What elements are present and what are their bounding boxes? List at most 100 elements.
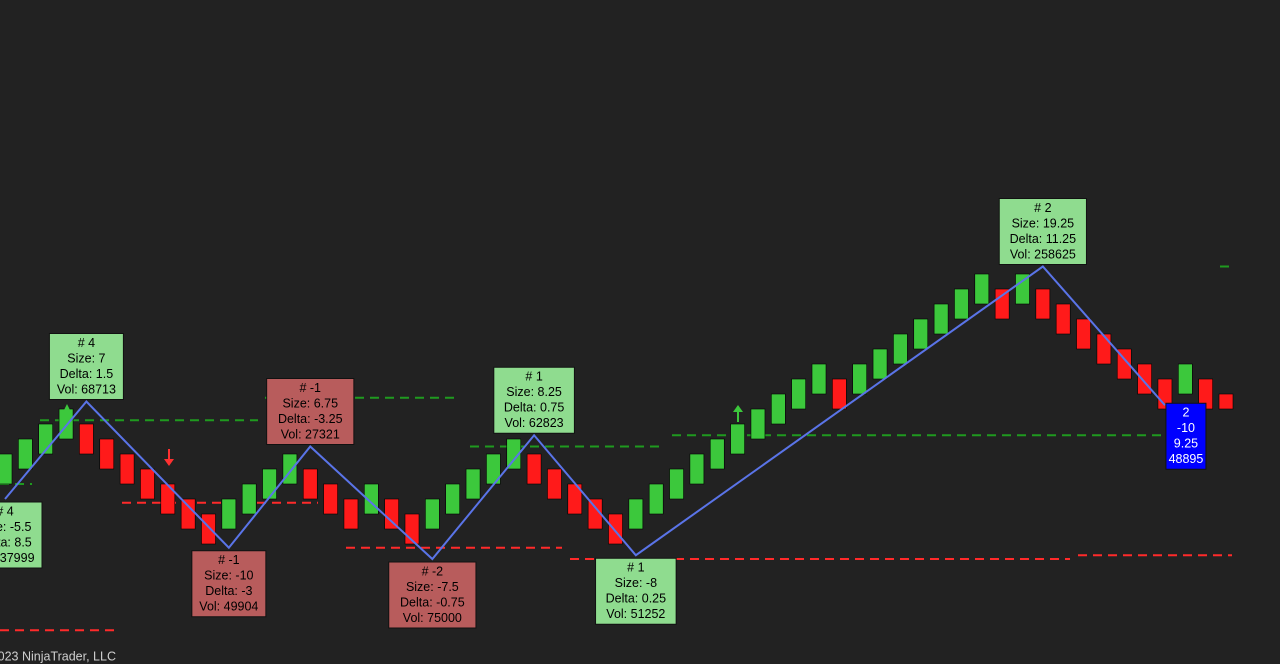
annotation-box [48,333,124,400]
candle-body [119,453,135,485]
annotation-text: 2 [1182,406,1189,420]
candle-body [343,498,359,530]
candle-body [79,423,94,455]
candle-body [547,468,562,500]
candle-body [608,513,623,545]
annotation-text: # 1 [627,561,644,575]
annotation-box [1165,402,1207,470]
candle-body [770,393,786,425]
candle-body [1137,363,1152,395]
annotation-text: Delta: 0.75 [504,401,565,415]
candle-body [1218,393,1234,410]
candle-body [201,513,216,545]
candle-body [750,408,766,440]
candle-body [526,453,542,485]
candle-body [99,438,115,470]
signal-arrow-down [164,449,174,466]
candle-body [893,333,908,365]
annotation-text: 48895 [1169,452,1204,466]
candle-body [506,438,522,470]
annotation-text: Vol: 68713 [57,382,116,396]
annotation-text: -10 [1177,421,1195,435]
annotation-text: Size: 7 [67,351,105,365]
annotation-box [0,501,43,569]
annotation-text: # 2 [1034,201,1051,215]
candle-body [832,378,847,410]
candle-body [160,483,176,515]
annotation-box [191,550,267,618]
annotation-text: # -1 [218,553,240,567]
annotation-text: Size: -7.5 [406,580,459,594]
annotation-text: Delta: 0.25 [606,592,667,606]
candle-body [241,483,257,515]
annotation-text: Size: 8.25 [506,385,562,399]
candle-body [180,498,196,530]
candle-body [302,468,318,500]
annotation-text: Delta: 8.5 [0,535,32,549]
annotation-text: Vol: 49904 [199,600,258,614]
annotation-text: Vol: 27321 [281,427,340,441]
annotation-text: # 4 [78,336,95,350]
annotation-text: Vol: 37999 [0,551,35,565]
candle-body [58,408,74,440]
candle-body [1015,273,1030,305]
annotation-text: Delta: -3.25 [278,412,343,426]
annotation-text: Size: -10 [204,569,253,583]
candle-body [1178,363,1193,395]
annotation-box [998,198,1087,265]
candle-body [1055,303,1071,335]
annotation-box [266,378,355,445]
annotation-text: Vol: 62823 [505,416,564,430]
annotation-text: # -1 [299,381,321,395]
candle-body [994,288,1010,320]
annotation-text: Vol: 75000 [403,611,462,625]
candle-body [1076,318,1091,350]
annotation-text: Size: 6.75 [282,396,338,410]
annotation-text: Delta: 11.25 [1010,232,1077,246]
annotation-text: Size: 19.25 [1012,216,1075,230]
candle-body [221,498,237,530]
annotation-text: Size: -5.5 [0,520,31,534]
candle-body [140,468,155,500]
candle-body [425,498,440,530]
candle-body [445,483,461,515]
candle-body [791,378,806,410]
annotation-box [493,366,575,434]
candle-body [689,453,705,485]
candle-body [933,303,949,335]
candle-body [384,498,399,530]
annotation-text: Vol: 51252 [606,607,665,621]
annotation-text: # 4 [0,504,14,518]
candle-body [465,468,481,500]
annotation-box [595,557,677,625]
copyright: © 2023 NinjaTrader, LLC [0,649,116,663]
candle-body [18,438,33,470]
candle-body [669,468,684,500]
annotation-text: Delta: -3 [205,584,252,598]
annotation-text: Delta: -0.75 [400,595,465,609]
annotation-text: # -2 [422,564,444,578]
candle-body [954,288,969,320]
candle-body [852,363,868,395]
candle-body [730,423,745,455]
zigzag-line [4,265,1166,561]
annotation-text: 9.25 [1174,437,1198,451]
annotation-text: # 1 [525,370,542,384]
candle-body [0,453,13,485]
candle-body [323,483,338,515]
annotation-text: Vol: 258625 [1010,247,1076,261]
candle-body [1035,288,1051,320]
candle-body [974,273,990,305]
candle-body [811,363,827,395]
candle-body [262,468,277,500]
signal-arrow-up [733,405,743,422]
candle-body [628,498,644,530]
candles [0,273,1234,545]
candle-body [872,348,888,380]
signal-arrow-up [64,404,70,418]
candle-body [648,483,664,515]
annotation-box [388,561,477,629]
